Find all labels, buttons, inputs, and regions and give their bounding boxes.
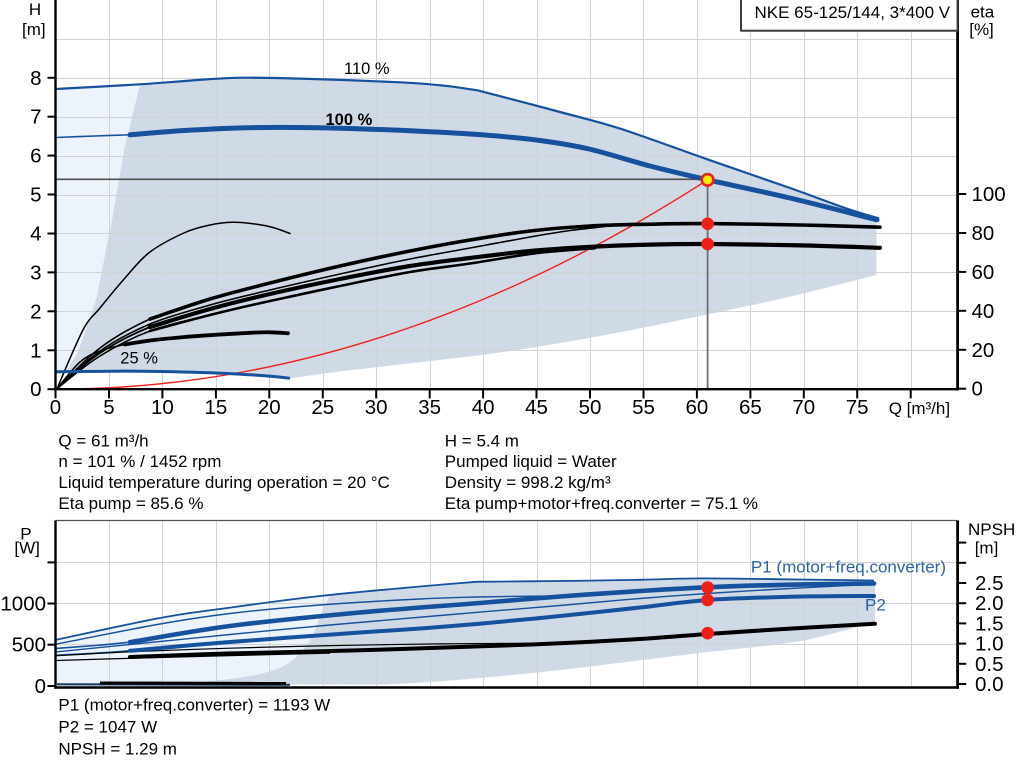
svg-text:55: 55 <box>632 396 655 419</box>
svg-text:1: 1 <box>30 339 41 362</box>
svg-text:60: 60 <box>972 261 995 284</box>
svg-text:Pumped liquid = Water: Pumped liquid = Water <box>445 452 617 471</box>
svg-text:0.5: 0.5 <box>975 653 1004 676</box>
svg-text:[m]: [m] <box>22 20 46 39</box>
svg-text:0: 0 <box>972 378 983 401</box>
svg-text:2.5: 2.5 <box>975 572 1004 595</box>
svg-text:4: 4 <box>30 223 41 246</box>
svg-text:5: 5 <box>30 184 41 207</box>
svg-text:1.5: 1.5 <box>975 612 1004 635</box>
svg-text:75: 75 <box>846 396 869 419</box>
svg-text:35: 35 <box>418 396 441 419</box>
svg-text:Eta pump+motor+freq.converter: Eta pump+motor+freq.converter = 75.1 % <box>445 494 758 513</box>
svg-text:P2: P2 <box>865 596 886 615</box>
svg-text:2.0: 2.0 <box>975 592 1004 615</box>
svg-text:0.0: 0.0 <box>975 673 1004 696</box>
svg-text:eta: eta <box>971 2 995 21</box>
svg-text:6: 6 <box>30 145 41 168</box>
svg-text:0: 0 <box>35 675 46 698</box>
svg-text:n = 101 % / 1452 rpm: n = 101 % / 1452 rpm <box>58 452 221 471</box>
svg-text:3: 3 <box>30 261 41 284</box>
svg-text:7: 7 <box>30 106 41 129</box>
svg-text:100: 100 <box>972 183 1006 206</box>
svg-text:0: 0 <box>30 378 41 401</box>
svg-text:5: 5 <box>103 396 114 419</box>
svg-text:20: 20 <box>972 339 995 362</box>
svg-text:P: P <box>20 525 31 544</box>
svg-text:P2 = 1047 W: P2 = 1047 W <box>58 717 157 736</box>
svg-text:8: 8 <box>30 67 41 90</box>
svg-text:Q = 61 m³/h: Q = 61 m³/h <box>58 432 148 451</box>
svg-text:[m]: [m] <box>975 539 999 558</box>
svg-text:H: H <box>29 0 41 19</box>
svg-text:NKE 65-125/144, 3*400 V: NKE 65-125/144, 3*400 V <box>755 3 951 22</box>
svg-text:2: 2 <box>30 300 41 323</box>
svg-text:10: 10 <box>151 396 174 419</box>
svg-text:NPSH: NPSH <box>968 520 1015 539</box>
svg-text:500: 500 <box>12 634 46 657</box>
svg-text:NPSH = 1.29 m: NPSH = 1.29 m <box>58 739 177 758</box>
svg-text:0: 0 <box>50 396 61 419</box>
svg-text:15: 15 <box>204 396 227 419</box>
svg-text:[%]: [%] <box>969 20 994 39</box>
svg-text:1.0: 1.0 <box>975 633 1004 656</box>
svg-text:70: 70 <box>792 396 815 419</box>
svg-text:45: 45 <box>525 396 548 419</box>
svg-text:[W]: [W] <box>14 539 40 558</box>
svg-text:1000: 1000 <box>0 593 46 616</box>
svg-text:80: 80 <box>972 222 995 245</box>
svg-text:30: 30 <box>365 396 388 419</box>
svg-text:25 %: 25 % <box>120 350 158 368</box>
svg-text:60: 60 <box>685 396 708 419</box>
svg-text:20: 20 <box>258 396 281 419</box>
svg-text:Density = 998.2 kg/m³: Density = 998.2 kg/m³ <box>445 473 611 492</box>
svg-text:25: 25 <box>311 396 334 419</box>
svg-text:Eta pump = 85.6 %: Eta pump = 85.6 % <box>58 494 203 513</box>
svg-text:P1 (motor+freq.converter) = 11: P1 (motor+freq.converter) = 1193 W <box>58 695 330 714</box>
svg-text:110 %: 110 % <box>344 60 390 78</box>
svg-text:Liquid temperature during oper: Liquid temperature during operation = 20… <box>58 473 389 492</box>
svg-text:100 %: 100 % <box>326 111 373 129</box>
svg-text:40: 40 <box>472 396 495 419</box>
svg-text:50: 50 <box>579 396 602 419</box>
svg-text:H = 5.4 m: H = 5.4 m <box>445 432 519 451</box>
svg-text:65: 65 <box>739 396 762 419</box>
svg-text:40: 40 <box>972 300 995 323</box>
svg-text:Q [m³/h]: Q [m³/h] <box>889 399 950 418</box>
svg-text:P1 (motor+freq.converter): P1 (motor+freq.converter) <box>751 557 946 576</box>
